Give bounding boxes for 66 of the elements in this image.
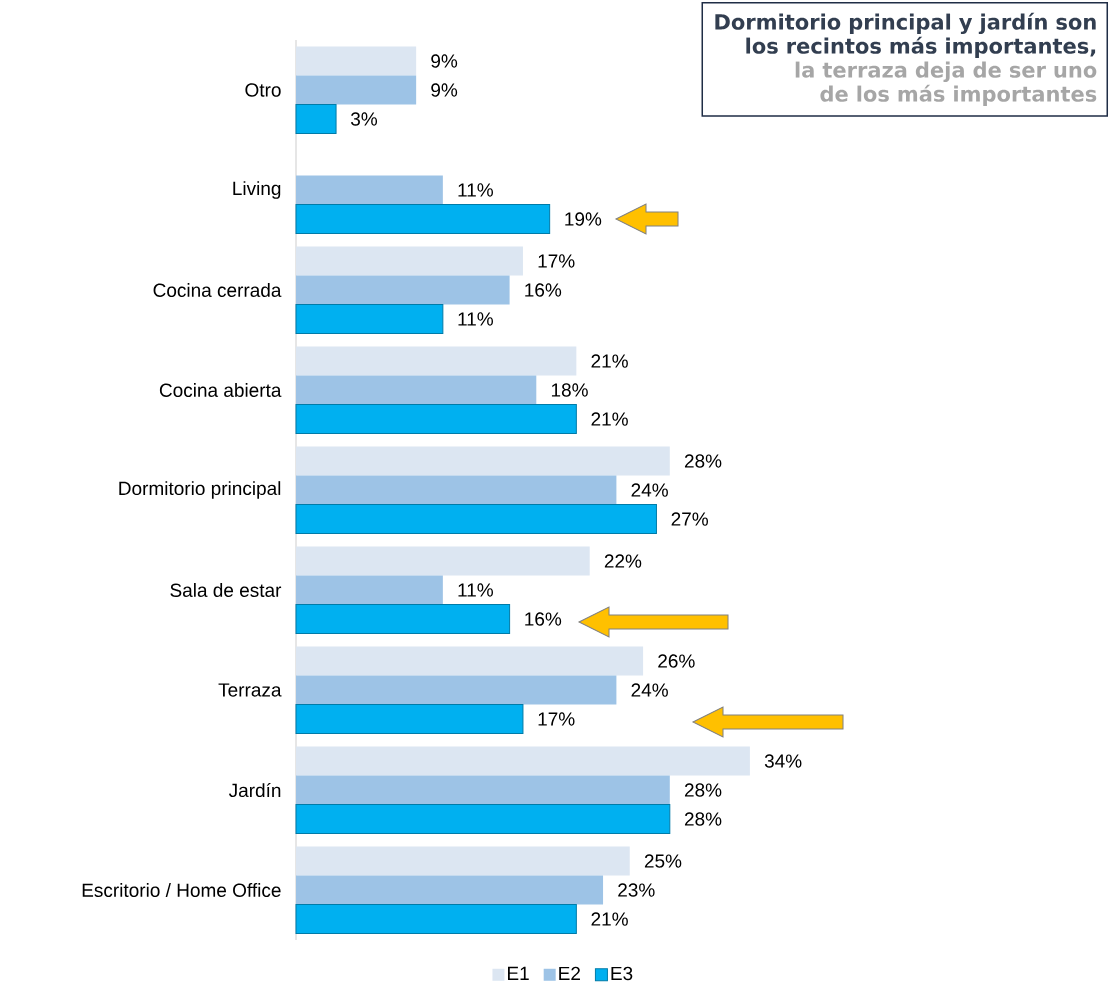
bar: [296, 75, 417, 105]
legend-label: E2: [559, 966, 580, 980]
bar: [296, 275, 510, 305]
text: Dormitorio principal y jardín son los recintos más importantes,: [715, 12, 1096, 58]
bar: [295, 104, 337, 135]
text: la terraza deja de ser uno de los más importantes: [795, 61, 1097, 106]
bar: [296, 846, 630, 876]
bar: [296, 375, 537, 405]
legend-label: E1: [508, 966, 529, 980]
bar: [295, 804, 671, 835]
data-label: 24%: [631, 683, 668, 697]
data-label: 21%: [591, 912, 628, 926]
y-tick-label: Cocina cerrada: [153, 283, 282, 297]
data-label: 34%: [764, 754, 802, 768]
data-label: 28%: [684, 454, 722, 468]
bar: [295, 504, 657, 535]
data-label: 28%: [684, 783, 722, 797]
bar: [296, 775, 670, 805]
bar: [296, 446, 670, 476]
bar: [296, 746, 750, 776]
data-label: 9%: [431, 54, 458, 68]
data-label: 19%: [565, 212, 602, 226]
bar: [296, 175, 443, 205]
data-label: 18%: [551, 383, 588, 397]
data-label: 26%: [658, 654, 695, 668]
data-label: 17%: [538, 712, 575, 726]
data-label: 16%: [525, 612, 562, 626]
data-label: 16%: [525, 283, 562, 297]
data-label: 3%: [350, 112, 378, 126]
bar: [296, 575, 443, 605]
data-label: 22%: [604, 554, 642, 568]
y-tick-label: Otro: [245, 83, 281, 97]
data-label: 25%: [644, 854, 682, 868]
data-label: 27%: [671, 512, 708, 526]
data-label: 21%: [591, 354, 628, 368]
data-label: 9%: [431, 83, 458, 97]
data-label: 11%: [458, 183, 493, 197]
bar: [296, 346, 577, 376]
data-label: 24%: [631, 483, 668, 497]
bar: [296, 246, 523, 276]
data-label: 11%: [458, 312, 493, 326]
data-label: 21%: [591, 412, 628, 426]
bar: [295, 404, 577, 435]
bar: [296, 675, 617, 705]
bar: [296, 546, 590, 576]
bar: [296, 646, 644, 676]
y-tick-label: Sala de estar: [170, 583, 282, 597]
y-tick-label: Living: [233, 181, 281, 199]
data-label: 11%: [458, 583, 493, 597]
y-tick-label: Terraza: [218, 683, 282, 697]
bar: [296, 46, 417, 76]
bar: [295, 604, 511, 635]
data-label: 23%: [618, 883, 655, 897]
data-label: 17%: [538, 254, 575, 268]
y-tick-label: Jardín: [228, 782, 281, 798]
y-tick-label: Cocina abierta: [159, 383, 282, 397]
bar: [295, 304, 444, 335]
bar: [296, 875, 604, 905]
bar: [296, 475, 617, 505]
bar: [295, 204, 551, 235]
y-tick-label: Dormitorio principal: [119, 481, 281, 499]
bar: [295, 904, 577, 935]
legend-label: E3: [611, 966, 633, 981]
y-tick-label: Escritorio / Home Office: [82, 883, 281, 897]
bar: [295, 704, 524, 735]
data-label: 28%: [684, 812, 722, 826]
